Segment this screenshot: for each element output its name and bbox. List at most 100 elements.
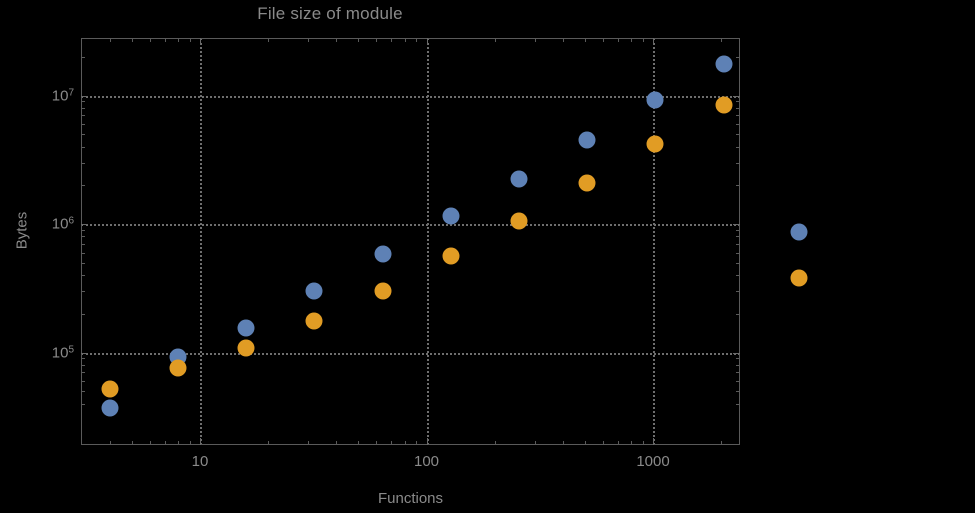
tick-x-minor	[416, 441, 418, 445]
tick-x-minor-top	[631, 38, 633, 42]
data-point-series-a	[510, 170, 528, 188]
tick-y-minor	[81, 364, 85, 366]
tick-x-minor-top	[721, 38, 723, 42]
tick-x-10	[200, 438, 201, 445]
y-tick-label-1e5: 105	[51, 344, 74, 361]
tick-y-minor-right	[736, 291, 740, 293]
tick-x-minor-top	[642, 38, 644, 42]
data-point-series-b	[646, 135, 664, 153]
tick-y-minor	[81, 146, 85, 148]
tick-x-top-100	[426, 38, 428, 45]
data-point-series-b	[790, 269, 808, 287]
data-point-series-b	[305, 312, 323, 330]
tick-x-minor	[178, 441, 180, 445]
tick-x-minor-top	[131, 38, 133, 42]
tick-y-minor	[81, 262, 85, 264]
tick-y-minor-right	[736, 364, 740, 366]
data-point-series-b	[169, 359, 187, 377]
data-point-series-b	[374, 282, 392, 300]
tick-y-minor	[81, 107, 85, 109]
x-axis-label: Functions	[377, 490, 444, 507]
tick-x-minor-top	[358, 38, 360, 42]
x-tick-label-100: 100	[413, 453, 440, 470]
tick-y-1e6	[81, 224, 88, 225]
tick-y-minor-right	[736, 252, 740, 254]
y-tick-label-1e6: 106	[51, 215, 74, 233]
tick-x-1000	[653, 438, 654, 445]
tick-y-right-1e6	[733, 224, 740, 225]
tick-x-minor-top	[268, 38, 270, 42]
tick-y-minor	[81, 229, 85, 231]
tick-x-minor	[617, 441, 619, 445]
tick-y-minor	[81, 56, 85, 58]
tick-y-minor-right	[736, 101, 740, 103]
data-point-series-a	[237, 319, 255, 337]
tick-y-minor	[81, 275, 85, 277]
tick-x-minor-top	[189, 38, 191, 42]
tick-y-1e7	[81, 95, 88, 97]
tick-y-minor-right	[736, 358, 740, 360]
gridline-x-100	[426, 38, 429, 445]
tick-y-minor-right	[736, 381, 740, 382]
x-tick-label-10: 10	[191, 453, 209, 470]
tick-y-minor-right	[736, 403, 740, 405]
tick-y-minor	[81, 185, 85, 187]
tick-y-minor-right	[736, 162, 740, 164]
tick-y-1e5	[81, 352, 88, 354]
tick-y-minor-right	[736, 146, 740, 148]
tick-y-right-1e5	[733, 352, 740, 354]
tick-x-minor-top	[178, 38, 180, 42]
tick-x-minor-top	[164, 38, 166, 42]
tick-y-minor	[81, 313, 85, 315]
tick-x-minor-top	[494, 38, 496, 42]
tick-x-minor	[494, 441, 496, 445]
data-point-series-a	[305, 282, 323, 300]
tick-x-minor-top	[336, 38, 338, 42]
data-point-series-b	[237, 339, 255, 357]
tick-x-top-10	[200, 38, 201, 45]
tick-y-minor-right	[736, 243, 740, 245]
tick-y-minor-right	[736, 124, 740, 125]
tick-x-minor	[149, 441, 151, 445]
tick-y-minor-right	[736, 56, 740, 58]
tick-x-minor	[631, 441, 633, 445]
tick-y-minor	[81, 391, 85, 393]
gridline-y-1e5	[81, 352, 740, 355]
tick-y-minor	[81, 134, 85, 136]
tick-x-minor-top	[562, 38, 564, 42]
tick-y-minor	[81, 252, 85, 254]
tick-x-top-1000	[653, 38, 654, 45]
data-point-series-b	[442, 247, 460, 265]
tick-x-minor-top	[584, 38, 586, 42]
y-axis-label: Bytes	[13, 211, 31, 250]
tick-x-minor	[109, 441, 111, 445]
tick-y-minor-right	[736, 262, 740, 264]
data-point-series-b	[578, 174, 596, 192]
tick-y-minor	[81, 162, 85, 164]
data-point-series-a	[374, 245, 392, 263]
data-point-series-b	[715, 96, 733, 114]
tick-y-minor-right	[736, 115, 740, 117]
data-point-series-a	[442, 207, 460, 225]
tick-x-100	[426, 438, 428, 445]
tick-x-minor-top	[391, 38, 393, 42]
tick-x-minor	[164, 441, 166, 445]
data-point-series-a	[790, 223, 808, 241]
chart-title: File size of module	[257, 4, 403, 23]
gridline-x-1000	[653, 38, 655, 445]
tick-x-minor	[308, 441, 310, 445]
tick-x-minor-top	[109, 38, 111, 42]
tick-x-minor	[534, 441, 536, 445]
tick-x-minor-top	[376, 38, 378, 42]
tick-y-minor	[81, 372, 85, 374]
tick-y-minor	[81, 115, 85, 117]
tick-x-minor-top	[602, 38, 604, 42]
tick-y-minor	[81, 358, 85, 360]
data-point-series-a	[101, 399, 119, 417]
tick-y-minor	[81, 101, 85, 103]
data-point-series-a	[646, 91, 664, 109]
tick-x-minor	[721, 441, 723, 445]
data-point-series-a	[715, 55, 733, 73]
tick-x-minor	[376, 441, 378, 445]
